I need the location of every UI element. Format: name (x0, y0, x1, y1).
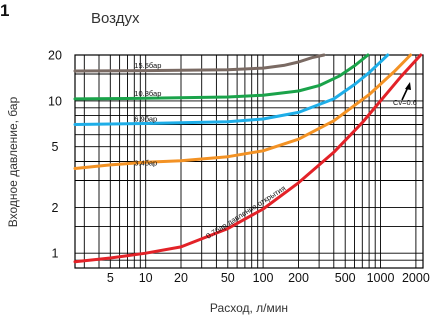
y-tick-label: 20 (48, 49, 62, 63)
series-line-5 (73, 53, 423, 264)
y-axis-label: Входное давление, бар (6, 96, 20, 227)
x-tick-label: 2000 (402, 271, 430, 285)
figure-marker: 1 (0, 1, 9, 20)
cv-annotation-arrowhead (405, 82, 411, 90)
grid (75, 54, 423, 269)
y-tick-label: 5 (52, 140, 59, 154)
x-tick-label: 500 (335, 271, 356, 285)
cv-annotation-label: Cv=0.6 (393, 98, 417, 107)
x-tick-label: 50 (221, 271, 235, 285)
series-label-3: 6.9бар (134, 115, 157, 124)
series-line-4 (73, 53, 412, 170)
x-tick-label: 200 (288, 271, 309, 285)
plot-frame (74, 54, 424, 269)
y-tick-label: 10 (48, 94, 62, 108)
tick-labels: 5 10 20 50 100 200 500 1000 2000 1 2 5 10 20 (48, 49, 430, 286)
x-tick-label: 1000 (367, 271, 395, 285)
x-tick-label: 100 (253, 271, 274, 285)
x-axis-label: Расход, л/мин (210, 301, 288, 315)
series-line-1 (73, 53, 326, 73)
x-tick-label: 20 (174, 271, 188, 285)
series-label-4: 3.4бар (134, 159, 157, 168)
series-line-3 (73, 53, 390, 126)
series-label-2: 10.3бар (134, 89, 161, 98)
chart-title: Воздух (91, 10, 140, 27)
y-tick-label: 1 (52, 247, 59, 261)
cv-annotation: Cv=0.6 (393, 82, 417, 107)
series-line-2 (73, 53, 370, 101)
x-tick-label: 10 (139, 271, 153, 285)
y-tick-label: 2 (52, 201, 59, 215)
series-label-1: 15.5бар (134, 61, 161, 70)
x-tick-label: 5 (107, 271, 114, 285)
series-layer (73, 53, 423, 264)
